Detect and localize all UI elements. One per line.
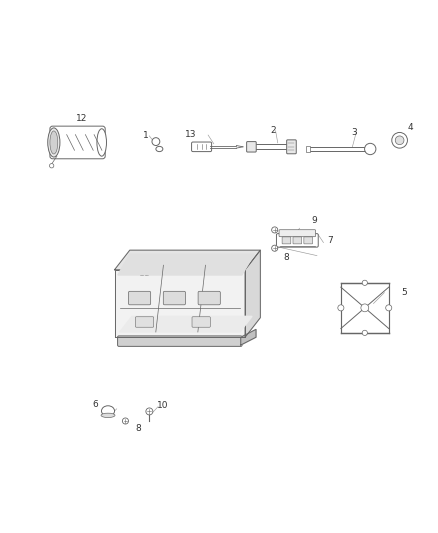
FancyBboxPatch shape [191,142,212,151]
FancyBboxPatch shape [198,292,220,305]
Circle shape [272,245,278,251]
Ellipse shape [101,413,115,417]
Text: 2: 2 [271,126,276,135]
FancyBboxPatch shape [50,126,105,159]
Text: 10: 10 [157,401,168,410]
Polygon shape [120,316,252,332]
Text: 5: 5 [401,288,407,297]
Text: 8: 8 [283,253,290,262]
Ellipse shape [156,147,163,151]
Text: 11: 11 [139,269,151,278]
Polygon shape [241,329,256,345]
Circle shape [122,418,128,424]
FancyBboxPatch shape [128,292,151,305]
Ellipse shape [152,138,160,146]
Circle shape [364,143,376,155]
FancyBboxPatch shape [247,142,256,152]
Text: 12: 12 [76,114,88,123]
Circle shape [395,136,404,144]
Text: 8: 8 [136,424,141,433]
FancyBboxPatch shape [192,317,210,327]
FancyBboxPatch shape [293,237,302,244]
Circle shape [338,305,344,311]
Text: 13: 13 [185,130,197,139]
Text: 6: 6 [92,400,98,409]
Ellipse shape [50,131,58,154]
FancyBboxPatch shape [282,237,291,244]
Circle shape [272,227,278,233]
Bar [307,147,366,151]
FancyBboxPatch shape [304,237,313,244]
Text: 9: 9 [312,216,318,225]
Circle shape [392,133,407,148]
Polygon shape [118,254,254,275]
Circle shape [362,330,367,335]
Polygon shape [115,270,245,337]
Polygon shape [115,250,260,270]
FancyBboxPatch shape [117,336,242,346]
Circle shape [146,408,153,415]
Polygon shape [245,250,260,337]
FancyBboxPatch shape [276,233,318,247]
Text: 4: 4 [408,123,413,132]
FancyBboxPatch shape [287,140,296,154]
Ellipse shape [97,129,106,156]
Text: 3: 3 [351,128,357,137]
Text: 1: 1 [143,132,149,140]
Circle shape [361,304,369,312]
Ellipse shape [48,128,60,157]
Text: 7: 7 [327,236,333,245]
Ellipse shape [102,406,115,416]
FancyBboxPatch shape [135,317,154,327]
Circle shape [362,280,367,286]
FancyBboxPatch shape [163,292,185,305]
Circle shape [49,164,54,168]
Circle shape [386,305,392,311]
FancyBboxPatch shape [279,230,316,237]
Bar [253,144,290,149]
Bar [306,147,310,151]
